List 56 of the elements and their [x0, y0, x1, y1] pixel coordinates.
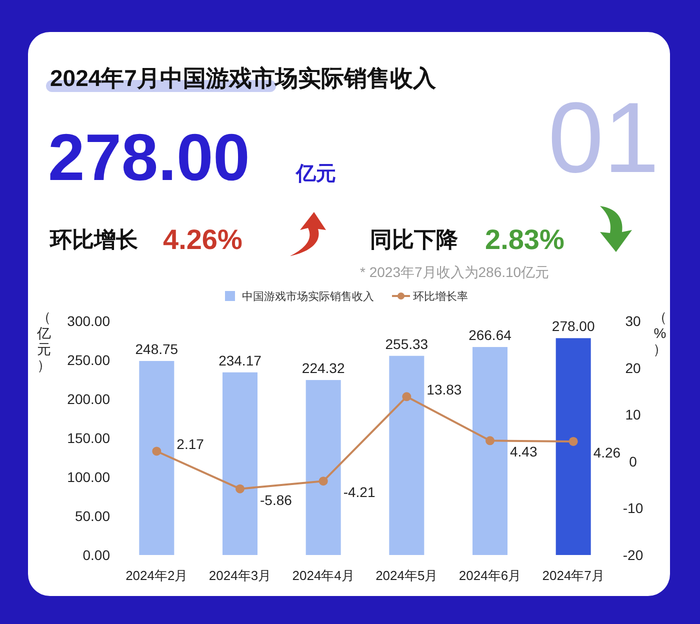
bar	[389, 356, 424, 555]
data-label: 278.00	[552, 318, 595, 334]
y-tick-label: 200.00	[67, 391, 110, 407]
legend-label: 环比增长率	[413, 290, 468, 303]
text: 环比增长	[49, 227, 139, 252]
x-tick-label: 2024年6月	[458, 568, 522, 583]
y-tick-label: 250.00	[67, 352, 110, 368]
data-label: 248.75	[135, 340, 178, 357]
y2-tick-label: -10	[622, 500, 644, 516]
text: 4.26%	[163, 224, 242, 255]
data-label: 255.33	[385, 336, 428, 352]
bar	[472, 347, 508, 555]
bar	[306, 380, 341, 555]
point	[152, 446, 162, 456]
y2-tick-label: 10	[625, 406, 641, 423]
x-tick-label: 2024年2月	[126, 568, 188, 583]
x-tick-label: 2024年4月	[292, 568, 354, 583]
text: 2.83%	[485, 224, 564, 255]
bar	[556, 338, 591, 555]
text: 同比下降	[370, 227, 459, 252]
y2-axis-title: （%）	[653, 309, 667, 357]
legend-label: 中国游戏市场实际销售收入	[242, 290, 374, 303]
point	[236, 484, 244, 494]
point	[486, 436, 494, 446]
text: * 2023年7月收入为286.10亿元	[360, 264, 550, 280]
y2-tick-label: 20	[625, 360, 641, 376]
text: 01	[548, 82, 660, 194]
data-label: 266.64	[468, 327, 512, 344]
data-label: -5.86	[260, 492, 292, 508]
x-tick-label: 2024年3月	[208, 568, 272, 583]
data-label: 234.17	[218, 352, 262, 368]
x-tick-label: 2024年7月	[542, 568, 604, 583]
y-axis-title: （亿元）	[36, 309, 51, 373]
data-label: 224.32	[302, 360, 345, 376]
y-tick-label: 50.00	[74, 508, 110, 524]
x-tick-label: 2024年5月	[376, 568, 438, 583]
y-tick-label: 0.00	[82, 547, 110, 563]
data-label: -4.21	[343, 484, 376, 500]
point	[318, 476, 328, 486]
text: 亿元	[295, 163, 336, 185]
data-label: 13.83	[426, 382, 462, 398]
y-tick-label: 100.00	[67, 469, 110, 485]
data-label: 4.26	[593, 444, 621, 460]
y2-tick-label: 0	[629, 453, 638, 470]
chart-title: 2024年7月中国游戏市场实际销售收入	[50, 65, 437, 91]
point	[402, 392, 412, 402]
data-label: 2.17	[176, 436, 204, 452]
y-tick-label: 300.00	[67, 313, 110, 329]
y-tick-label: 150.00	[67, 430, 110, 446]
point	[568, 436, 578, 446]
bar	[222, 372, 258, 555]
data-label: 4.43	[510, 444, 538, 460]
bar	[139, 360, 174, 555]
y2-tick-label: 30	[625, 313, 641, 329]
text: 278.00	[48, 120, 250, 194]
y2-tick-label: -20	[622, 547, 644, 563]
